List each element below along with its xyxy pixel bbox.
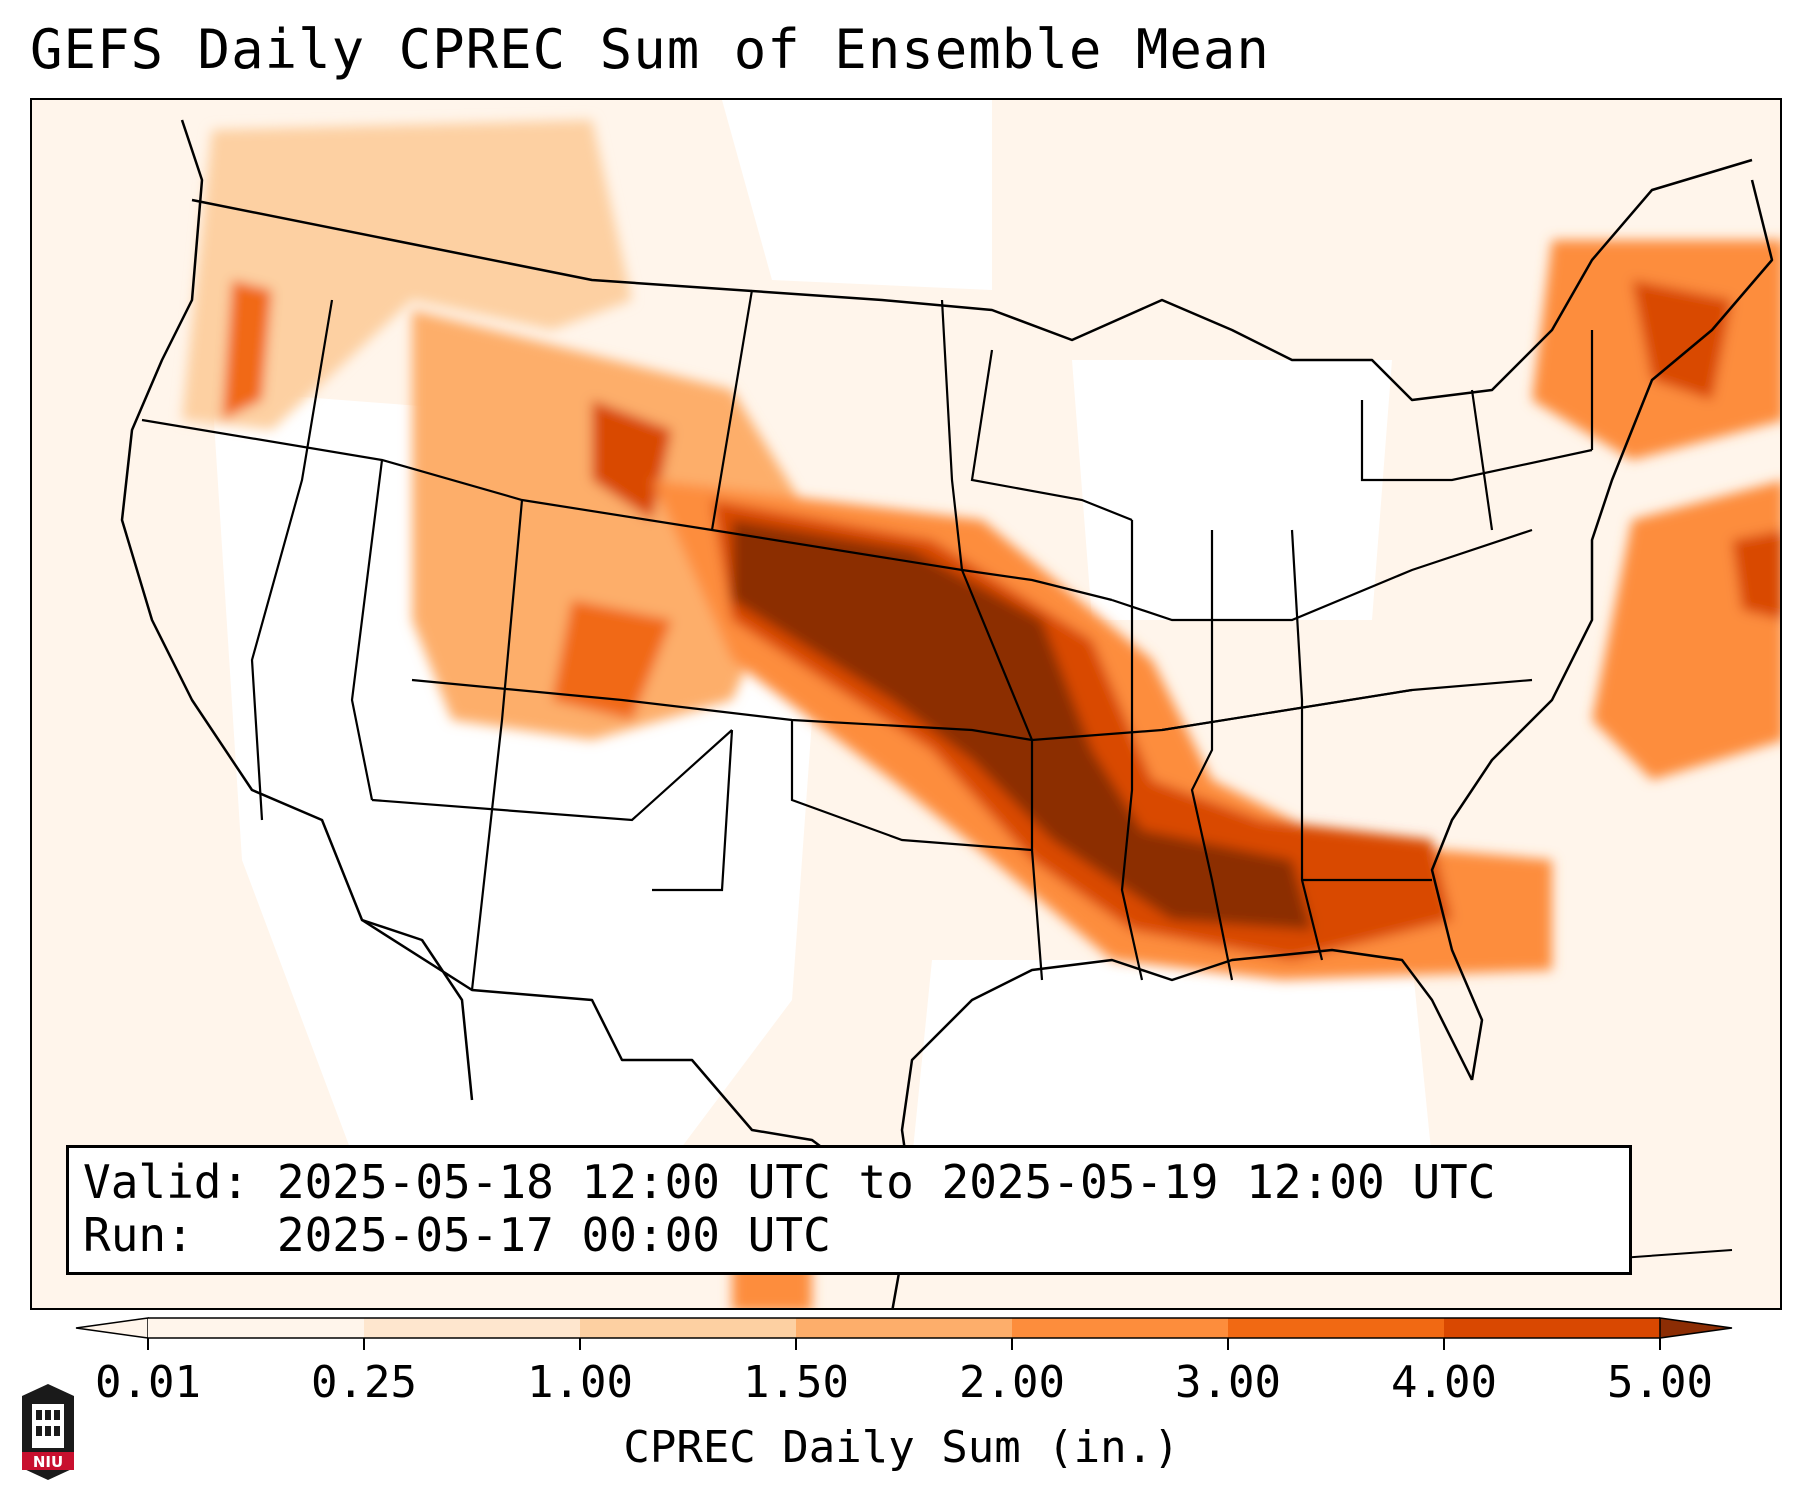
colorbar-segment [1228, 1318, 1445, 1338]
valid-label: Valid: [83, 1155, 250, 1209]
colorbar-segment [148, 1318, 365, 1338]
run-label: Run: [83, 1208, 194, 1262]
mexico-border [361, 918, 893, 1201]
state-line-18 [1360, 400, 1593, 482]
colorbar [75, 1317, 1733, 1350]
logo-banner [22, 1452, 74, 1470]
state-line-7 [371, 729, 733, 822]
east-coast [1430, 179, 1774, 1081]
colorbar-tick-label: 1.00 [527, 1357, 633, 1408]
colorbar-tick-label: 1.50 [743, 1357, 849, 1408]
precipitation-map [30, 98, 1782, 1310]
colorbar-tick-label: 0.25 [311, 1357, 417, 1408]
state-line-10 [940, 299, 1034, 850]
band-montana [592, 400, 672, 520]
state-line-16 [1161, 688, 1413, 732]
colorbar-segment [796, 1318, 1013, 1338]
band-maine [1632, 280, 1732, 400]
colorbar-extend-high [1659, 1317, 1733, 1339]
colorbar-label: CPREC Daily Sum (in.) [623, 1422, 1180, 1473]
band-oregon [222, 280, 272, 420]
precip-bands [182, 120, 1780, 1308]
band-core [732, 520, 1312, 930]
niu-logo: NIU [22, 1384, 74, 1480]
gulf-coast [891, 948, 1474, 1308]
state-line-8 [652, 729, 734, 892]
colorbar-segment [364, 1318, 581, 1338]
colorbar-segments [75, 1317, 1733, 1339]
colorbar-tick-label: 4.00 [1391, 1357, 1497, 1408]
state-boundaries [141, 289, 1594, 991]
band-atlantic-core [1732, 530, 1780, 620]
state-line-13 [1190, 530, 1234, 981]
band-rockies [412, 310, 812, 740]
state-line-9 [790, 720, 1044, 981]
colorbar-segment [1012, 1318, 1229, 1338]
dry-northern-plains [722, 100, 992, 290]
band-northwest [182, 120, 632, 430]
state-line-4 [470, 499, 524, 991]
colorbar-tick-label: 2.00 [959, 1357, 1065, 1408]
state-line-2 [250, 299, 334, 821]
run-value: 2025-05-17 00:00 UTC [276, 1208, 831, 1262]
colorbar-ticks [147, 1338, 1661, 1350]
band-atlantic [1592, 481, 1780, 780]
logo-text: NIU [33, 1453, 63, 1471]
colorbar-tick-label: 0.01 [95, 1357, 201, 1408]
west-coast [120, 119, 474, 1101]
map-canvas [32, 100, 1780, 1308]
state-line-5 [710, 289, 754, 531]
band-utah [552, 600, 672, 720]
colorbar-outline [148, 1317, 1660, 1339]
colorbar-segment [1444, 1318, 1661, 1338]
info-box: Valid: 2025-05-18 12:00 UTC to 2025-05-1… [66, 1145, 1632, 1275]
dry-great-lakes [1072, 360, 1392, 620]
colorbar-extend-low [75, 1317, 149, 1339]
colorbar-segment [580, 1318, 797, 1338]
colorbar-tick-label: 5.00 [1607, 1357, 1713, 1408]
dry-gulf [912, 960, 1432, 1160]
state-line-14 [1290, 529, 1324, 961]
chart-title: GEFS Daily CPREC Sum of Ensemble Mean [30, 18, 1270, 81]
state-line-19 [1470, 389, 1494, 531]
state-line-12 [1120, 520, 1144, 981]
colorbar-tick-label: 3.00 [1175, 1357, 1281, 1408]
state-line-11 [970, 349, 1133, 522]
state-line-3 [350, 459, 384, 801]
state-line-17 [1111, 528, 1533, 622]
valid-value: 2025-05-18 12:00 UTC to 2025-05-19 12:00… [276, 1155, 1496, 1209]
northern-border [191, 158, 1753, 402]
